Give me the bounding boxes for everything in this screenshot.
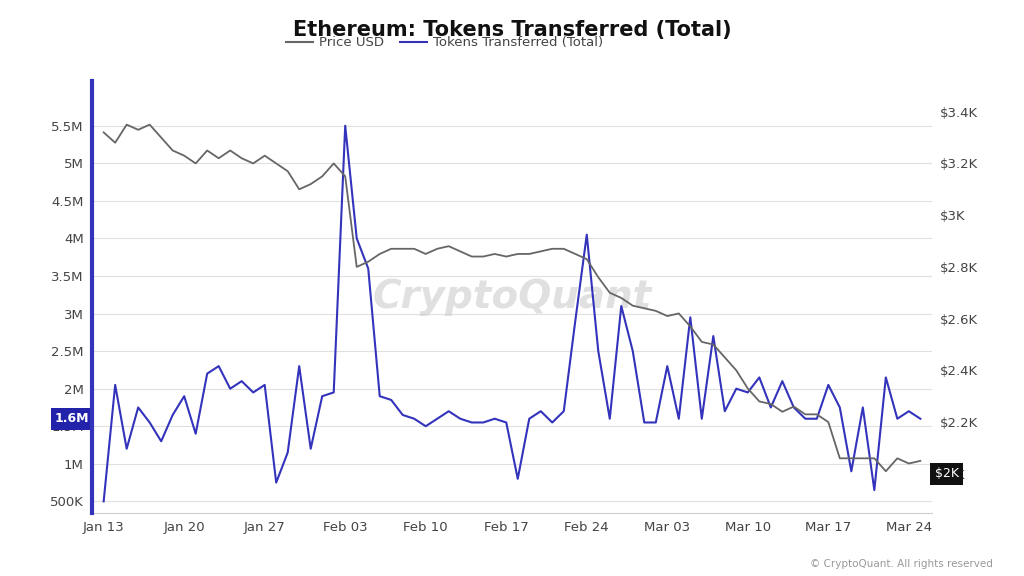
Text: © CryptoQuant. All rights reserved: © CryptoQuant. All rights reserved <box>810 559 993 569</box>
Text: 1.6M: 1.6M <box>55 412 89 425</box>
Legend: Price USD, Tokens Transferred (Total): Price USD, Tokens Transferred (Total) <box>281 31 608 55</box>
Text: Ethereum: Tokens Transferred (Total): Ethereum: Tokens Transferred (Total) <box>293 20 731 40</box>
Text: $2K: $2K <box>935 467 958 480</box>
Text: CryptoQuant: CryptoQuant <box>373 278 651 316</box>
